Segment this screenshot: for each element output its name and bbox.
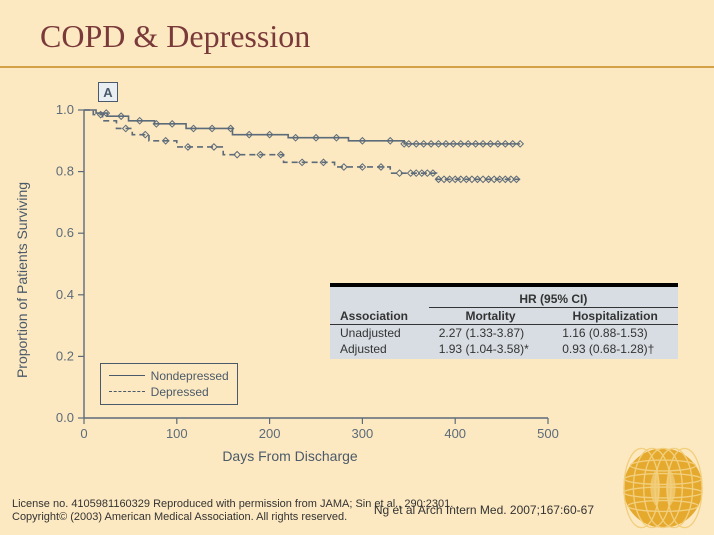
svg-text:500: 500: [537, 426, 559, 441]
chart-svg: 0 100 200 300 400 500 0.0 0.2 0.4 0.6 0.8 1.0: [20, 100, 560, 460]
footer-citation: Ng et al Arch Intern Med. 2007;167:60-67: [374, 503, 594, 517]
svg-text:400: 400: [444, 426, 466, 441]
svg-text:1.0: 1.0: [56, 102, 74, 117]
chart-legend: NondepressedDepressed: [100, 363, 238, 405]
svg-text:0.0: 0.0: [56, 410, 74, 425]
svg-text:0.6: 0.6: [56, 225, 74, 240]
svg-text:100: 100: [166, 426, 188, 441]
svg-text:0.8: 0.8: [56, 164, 74, 179]
svg-text:200: 200: [259, 426, 281, 441]
svg-text:0.2: 0.2: [56, 348, 74, 363]
panel-label: A: [98, 82, 118, 102]
title-rule: [0, 66, 714, 68]
x-axis-label: Days From Discharge: [222, 448, 357, 464]
svg-text:0.4: 0.4: [56, 287, 74, 302]
slide-root: COPD & Depression A 01002003004005000.00…: [0, 0, 714, 535]
page-title: COPD & Depression: [40, 18, 310, 55]
svg-text:0: 0: [80, 426, 87, 441]
y-axis-label: Proportion of Patients Surviving: [14, 182, 30, 378]
svg-text:300: 300: [352, 426, 374, 441]
hazard-ratio-table: HR (95% CI)AssociationMortalityHospitali…: [330, 283, 678, 359]
globe-icon: [618, 443, 708, 533]
survival-chart: 01002003004005000.00.20.40.60.81.0 Propo…: [20, 100, 560, 460]
